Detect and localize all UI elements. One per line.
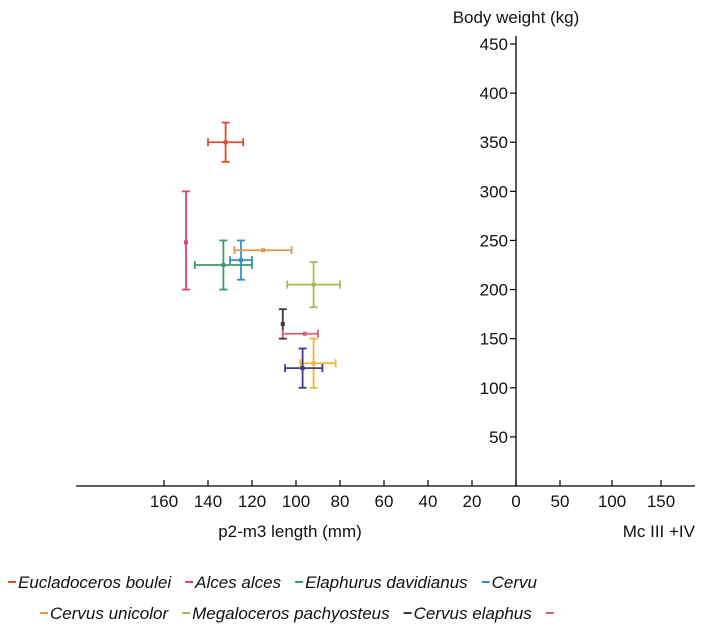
y-tick-label: 100 — [480, 379, 508, 398]
tick-labels: 160 140 120 100 80 60 40 20 0 50 100 15050100150200… — [150, 35, 675, 511]
legend-label: Cervus elaphus — [414, 604, 533, 623]
data-marker — [239, 258, 243, 262]
legend-label: Elaphurus davidianus — [305, 573, 468, 592]
data-point — [195, 240, 252, 289]
data-marker — [221, 263, 225, 267]
x-tick-label: 120 — [238, 492, 266, 511]
data-point — [230, 240, 252, 279]
x-right-tick-label: 150 — [647, 492, 675, 511]
data-marker — [312, 361, 316, 365]
legend: Eucladoceros boulei Alces alces Elaphurus … — [8, 573, 554, 623]
data-point — [208, 123, 243, 162]
x-tick-label: 160 — [150, 492, 178, 511]
data-marks — [182, 123, 340, 388]
y-axis-title: Body weight (kg) — [453, 8, 580, 27]
x-tick-label: 100 — [282, 492, 310, 511]
data-marker — [261, 248, 265, 252]
data-marker — [303, 332, 307, 336]
legend-label: Eucladoceros boulei — [18, 573, 172, 592]
y-tick-label: 150 — [480, 330, 508, 349]
data-point — [287, 262, 340, 307]
y-tick-label: 50 — [489, 428, 508, 447]
data-point — [283, 330, 318, 338]
legend-label: Cervus unicolor — [50, 604, 169, 623]
legend-label: Alces alces — [194, 573, 281, 592]
x-tick-label: 40 — [419, 492, 438, 511]
data-point — [285, 348, 322, 387]
axes — [76, 36, 695, 486]
data-marker — [224, 140, 228, 144]
x-tick-label: 0 — [511, 492, 520, 511]
data-marker — [301, 366, 305, 370]
x-axis-title: p2-m3 length (mm) — [218, 522, 362, 541]
y-tick-label: 200 — [480, 281, 508, 300]
legend-label: Megaloceros pachyosteus — [192, 604, 390, 623]
y-tick-label: 300 — [480, 182, 508, 201]
data-point — [300, 339, 335, 388]
y-tick-label: 350 — [480, 133, 508, 152]
data-point — [182, 191, 190, 289]
y-tick-label: 400 — [480, 84, 508, 103]
data-marker — [312, 283, 316, 287]
data-marker — [281, 322, 285, 326]
x-tick-label: 60 — [375, 492, 394, 511]
x-tick-label: 80 — [331, 492, 350, 511]
y-tick-label: 450 — [480, 35, 508, 54]
x-right-tick-label: 100 — [598, 492, 626, 511]
x-tick-label: 140 — [194, 492, 222, 511]
x-axis-title-right: Mc III +IV — [623, 522, 696, 541]
legend-label: Cervu — [492, 573, 538, 592]
x-tick-label: 20 — [463, 492, 482, 511]
y-tick-label: 250 — [480, 231, 508, 250]
data-point — [234, 246, 291, 254]
data-marker — [184, 240, 188, 244]
x-right-tick-label: 50 — [551, 492, 570, 511]
